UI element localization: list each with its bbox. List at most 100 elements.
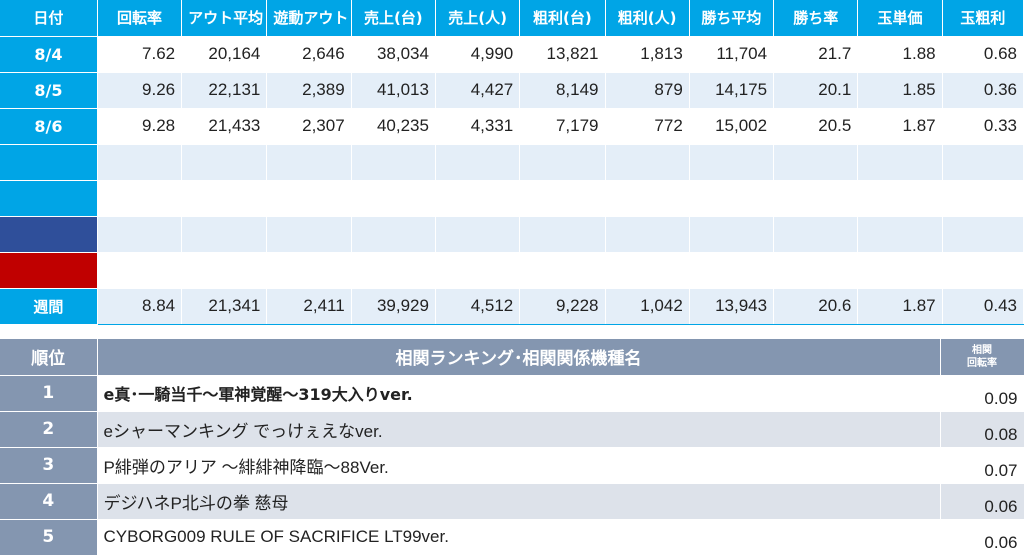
weekly-value: 2,411 bbox=[266, 287, 352, 325]
model-name: eシャーマンキング でっけぇえなver. bbox=[97, 411, 941, 448]
value-cell bbox=[773, 144, 859, 181]
value-cell: 2,389 bbox=[266, 72, 352, 109]
date-cell bbox=[0, 144, 98, 181]
value-cell bbox=[689, 216, 775, 253]
header-out-average: アウト平均 bbox=[181, 0, 268, 37]
weekly-value: 21,341 bbox=[181, 287, 268, 325]
value-cell bbox=[519, 216, 606, 253]
correlation-value: 0.08 bbox=[940, 411, 1024, 448]
value-cell: 1,813 bbox=[605, 36, 690, 73]
model-name: e真･一騎当千～軍神覚醒～319大入りver. bbox=[97, 375, 941, 412]
weekly-value: 1.87 bbox=[857, 287, 943, 325]
value-cell: 1.87 bbox=[857, 108, 943, 145]
value-cell bbox=[266, 180, 352, 217]
weekly-value: 20.6 bbox=[773, 287, 859, 325]
rank-number: 1 bbox=[0, 375, 98, 412]
value-cell bbox=[942, 252, 1024, 289]
table-row bbox=[0, 144, 1024, 181]
correlation-value: 0.06 bbox=[940, 483, 1024, 520]
value-cell: 22,131 bbox=[181, 72, 268, 109]
value-cell bbox=[773, 216, 859, 253]
model-name: CYBORG009 RULE OF SACRIFICE LT99ver. bbox=[97, 519, 941, 556]
value-cell bbox=[181, 252, 268, 289]
value-cell bbox=[857, 180, 943, 217]
header-correlation: 相関 回転率 bbox=[940, 339, 1024, 376]
table-row bbox=[0, 252, 1024, 289]
model-name: デジハネP北斗の拳 慈母 bbox=[97, 483, 941, 520]
value-cell bbox=[857, 144, 943, 181]
rank-number: 5 bbox=[0, 519, 98, 556]
value-cell bbox=[266, 216, 352, 253]
value-cell bbox=[689, 144, 775, 181]
value-cell bbox=[266, 252, 352, 289]
value-cell bbox=[942, 180, 1024, 217]
value-cell bbox=[519, 252, 606, 289]
value-cell bbox=[773, 180, 859, 217]
header-sales-per-person: 売上(人) bbox=[435, 0, 521, 37]
value-cell: 4,427 bbox=[435, 72, 521, 109]
value-cell bbox=[181, 216, 268, 253]
header-correlation-line2: 回転率 bbox=[967, 357, 997, 369]
ranking-row: 1 e真･一騎当千～軍神覚醒～319大入りver. 0.09 bbox=[0, 375, 1024, 412]
weekly-value: 4,512 bbox=[435, 287, 521, 325]
header-correlation-line1: 相関 bbox=[972, 344, 992, 356]
value-cell: 4,331 bbox=[435, 108, 521, 145]
value-cell bbox=[519, 180, 606, 217]
value-cell bbox=[605, 252, 690, 289]
value-cell: 8,149 bbox=[519, 72, 606, 109]
weekly-label: 週間 bbox=[0, 288, 98, 325]
header-win-average: 勝ち平均 bbox=[689, 0, 775, 37]
weekly-value: 39,929 bbox=[351, 287, 436, 325]
value-cell bbox=[519, 144, 606, 181]
value-cell: 0.36 bbox=[942, 72, 1024, 109]
weekly-value: 9,228 bbox=[519, 287, 606, 325]
daily-stats-table: 日付 回転率 アウト平均 遊動アウト 売上(台) 売上(人) 粗利(台) 粗利(… bbox=[0, 0, 1024, 325]
value-cell bbox=[435, 180, 521, 217]
value-cell bbox=[689, 252, 775, 289]
value-cell bbox=[97, 252, 183, 289]
value-cell bbox=[942, 144, 1024, 181]
weekly-value: 0.43 bbox=[942, 287, 1024, 325]
value-cell: 13,821 bbox=[519, 36, 606, 73]
value-cell: 2,646 bbox=[266, 36, 352, 73]
value-cell bbox=[266, 144, 352, 181]
value-cell bbox=[435, 144, 521, 181]
value-cell: 1.85 bbox=[857, 72, 943, 109]
ranking-row: 3 P緋弾のアリア ～緋緋神降臨～88Ver. 0.07 bbox=[0, 447, 1024, 484]
correlation-value: 0.09 bbox=[940, 375, 1024, 412]
value-cell: 9.26 bbox=[97, 72, 183, 109]
rank-number: 4 bbox=[0, 483, 98, 520]
value-cell: 4,990 bbox=[435, 36, 521, 73]
date-cell: 8/5 bbox=[0, 72, 98, 109]
value-cell bbox=[689, 180, 775, 217]
value-cell: 20.1 bbox=[773, 72, 859, 109]
ranking-row: 2 eシャーマンキング でっけぇえなver. 0.08 bbox=[0, 411, 1024, 448]
value-cell: 7,179 bbox=[519, 108, 606, 145]
value-cell: 0.68 bbox=[942, 36, 1024, 73]
header-sales-per-machine: 売上(台) bbox=[351, 0, 436, 37]
header-rank: 順位 bbox=[0, 339, 98, 376]
rank-number: 2 bbox=[0, 411, 98, 448]
header-ranking-title: 相関ランキング･相関関係機種名 bbox=[97, 339, 941, 376]
model-name: P緋弾のアリア ～緋緋神降臨～88Ver. bbox=[97, 447, 941, 484]
value-cell bbox=[97, 216, 183, 253]
value-cell: 772 bbox=[605, 108, 690, 145]
header-profit-per-machine: 粗利(台) bbox=[519, 0, 606, 37]
header-ball-profit: 玉粗利 bbox=[942, 0, 1024, 37]
date-cell bbox=[0, 180, 98, 217]
date-cell: 8/4 bbox=[0, 36, 98, 73]
value-cell: 20.5 bbox=[773, 108, 859, 145]
table-row: 8/6 9.28 21,433 2,307 40,235 4,331 7,179… bbox=[0, 108, 1024, 145]
header-win-rate: 勝ち率 bbox=[773, 0, 859, 37]
correlation-value: 0.07 bbox=[940, 447, 1024, 484]
header-ball-unit-price: 玉単価 bbox=[857, 0, 943, 37]
value-cell bbox=[942, 216, 1024, 253]
value-cell bbox=[857, 252, 943, 289]
value-cell bbox=[181, 180, 268, 217]
value-cell: 20,164 bbox=[181, 36, 268, 73]
ranking-header-row: 順位 相関ランキング･相関関係機種名 相関 回転率 bbox=[0, 339, 1024, 376]
table-row bbox=[0, 180, 1024, 217]
value-cell bbox=[605, 144, 690, 181]
header-row: 日付 回転率 アウト平均 遊動アウト 売上(台) 売上(人) 粗利(台) 粗利(… bbox=[0, 0, 1024, 37]
correlation-value: 0.06 bbox=[940, 519, 1024, 556]
